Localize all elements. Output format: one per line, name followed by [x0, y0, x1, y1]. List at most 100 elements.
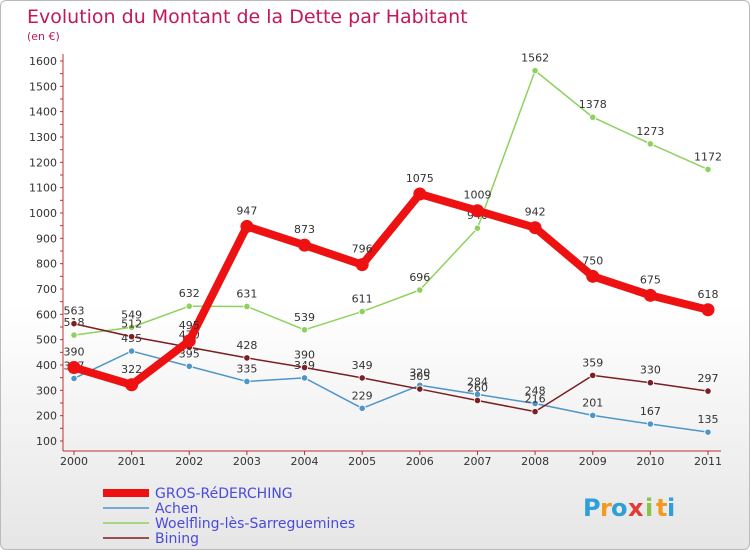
- data-label-woelfling-l-s-sarreguemines: 1378: [579, 98, 607, 111]
- legend-label: GROS-RéDERCHING: [155, 486, 293, 502]
- x-tick-label: 2006: [406, 455, 434, 468]
- data-label-bining: 390: [294, 349, 315, 362]
- data-label-achen: 395: [179, 347, 200, 360]
- series-line-bining: [73, 322, 709, 413]
- data-label-gros-r-derching: 675: [640, 273, 661, 286]
- data-point-achen: [589, 411, 597, 420]
- x-tick-label: 2000: [60, 455, 88, 468]
- y-tick-label: 1300: [29, 131, 57, 144]
- x-tick-label: 2004: [291, 455, 319, 468]
- axes: 100 200 300 400 500 600 700 800 900 1000 1100 1200 1…: [29, 54, 722, 468]
- series-line-woelfling-l-s-sarreguemines: [73, 69, 709, 336]
- data-point-gros-r-derching: [643, 288, 657, 302]
- brand-letter: P: [583, 494, 601, 522]
- series-line-achen: [73, 350, 709, 433]
- y-tick-label: 700: [36, 283, 57, 296]
- y-tick-label: 1500: [29, 80, 57, 93]
- x-tick-label: 2003: [233, 455, 261, 468]
- data-point-achen: [531, 399, 539, 408]
- data-point-gros-r-derching: [586, 269, 600, 283]
- y-tick-label: 900: [36, 232, 57, 245]
- data-point-achen: [243, 377, 251, 386]
- data-label-achen: 135: [698, 413, 719, 426]
- data-point-bining: [128, 333, 136, 341]
- data-label-woelfling-l-s-sarreguemines: 611: [352, 293, 373, 306]
- data-label-bining: 359: [582, 356, 603, 369]
- data-label-woelfling-l-s-sarreguemines: 539: [294, 311, 315, 324]
- data-label-achen: 284: [467, 375, 488, 388]
- y-tick-label: 600: [36, 308, 57, 321]
- data-label-bining: 216: [525, 393, 546, 406]
- series-line-gros-r-derching: [70, 190, 712, 389]
- y-tick-label: 300: [36, 384, 57, 397]
- brand-letter: x: [628, 494, 644, 522]
- data-label-bining: 428: [236, 339, 257, 352]
- data-label-bining: 563: [64, 305, 85, 318]
- data-point-gros-r-derching: [528, 221, 542, 235]
- data-label-woelfling-l-s-sarreguemines: 1273: [636, 125, 664, 138]
- data-label-gros-r-derching: 873: [294, 223, 315, 236]
- y-tick-label: 100: [36, 435, 57, 448]
- data-label-bining: 330: [640, 364, 661, 377]
- y-tick-label: 1600: [29, 55, 57, 68]
- legend: GROS-RéDERCHINGAchenWoelfling-lès-Sarreg…: [103, 486, 355, 547]
- x-tick-label: 2008: [521, 455, 549, 468]
- data-point-achen: [704, 428, 712, 436]
- data-label-bining: 349: [352, 359, 373, 372]
- data-label-gros-r-derching: 942: [525, 206, 546, 219]
- data-label-gros-r-derching: 947: [236, 204, 257, 217]
- legend-label: Bining: [155, 531, 199, 547]
- data-point-woelfling-l-s-sarreguemines: [473, 224, 482, 232]
- data-point-achen: [70, 374, 78, 383]
- data-label-achen: 335: [236, 362, 257, 375]
- data-point-gros-r-derching: [125, 378, 139, 392]
- y-tick-label: 1200: [29, 156, 57, 169]
- data-point-woelfling-l-s-sarreguemines: [358, 307, 366, 316]
- data-point-gros-r-derching: [67, 361, 81, 375]
- y-tick-label: 200: [36, 410, 57, 423]
- data-label-bining: 260: [467, 381, 488, 394]
- data-label-gros-r-derching: 796: [352, 243, 373, 256]
- y-tick-label: 400: [36, 359, 57, 372]
- brand-letter: r: [600, 494, 612, 522]
- data-point-bining: [416, 385, 424, 393]
- data-point-bining: [70, 320, 78, 328]
- brand-letter: i: [645, 494, 653, 522]
- data-label-gros-r-derching: 750: [582, 254, 603, 267]
- x-tick-label: 2011: [694, 455, 722, 468]
- legend-label: Achen: [155, 501, 198, 517]
- data-point-achen: [646, 420, 654, 428]
- data-label-woelfling-l-s-sarreguemines: 632: [179, 287, 200, 300]
- y-tick-label: 800: [36, 258, 57, 271]
- data-label-gros-r-derching: 1009: [463, 189, 491, 202]
- legend-label: Woelfling-lès-Sarreguemines: [155, 516, 355, 532]
- data-point-woelfling-l-s-sarreguemines: [70, 331, 78, 339]
- data-label-woelfling-l-s-sarreguemines: 696: [409, 271, 430, 284]
- data-point-bining: [589, 371, 597, 379]
- data-point-gros-r-derching: [298, 238, 312, 252]
- data-point-gros-r-derching: [182, 334, 196, 348]
- data-point-woelfling-l-s-sarreguemines: [300, 326, 309, 334]
- data-point-gros-r-derching: [240, 219, 254, 233]
- data-point-woelfling-l-s-sarreguemines: [589, 113, 597, 121]
- data-label-gros-r-derching: 1075: [406, 172, 434, 185]
- x-tick-label: 2002: [175, 455, 203, 468]
- data-label-gros-r-derching: 495: [179, 319, 200, 332]
- data-label-bining: 512: [121, 318, 142, 331]
- data-point-woelfling-l-s-sarreguemines: [531, 67, 539, 75]
- data-label-gros-r-derching: 390: [64, 346, 85, 359]
- data-point-achen: [128, 347, 136, 355]
- data-point-bining: [531, 408, 539, 416]
- data-point-bining: [646, 379, 654, 387]
- data-label-achen: 248: [525, 385, 546, 398]
- x-tick-label: 2009: [579, 455, 607, 468]
- data-point-woelfling-l-s-sarreguemines: [185, 302, 193, 310]
- data-point-woelfling-l-s-sarreguemines: [646, 140, 654, 148]
- data-label-gros-r-derching: 618: [698, 288, 719, 301]
- data-label-achen: 320: [409, 366, 430, 379]
- data-label-woelfling-l-s-sarreguemines: 631: [236, 287, 257, 300]
- data-point-achen: [185, 362, 193, 370]
- data-label-bining: 297: [698, 372, 719, 385]
